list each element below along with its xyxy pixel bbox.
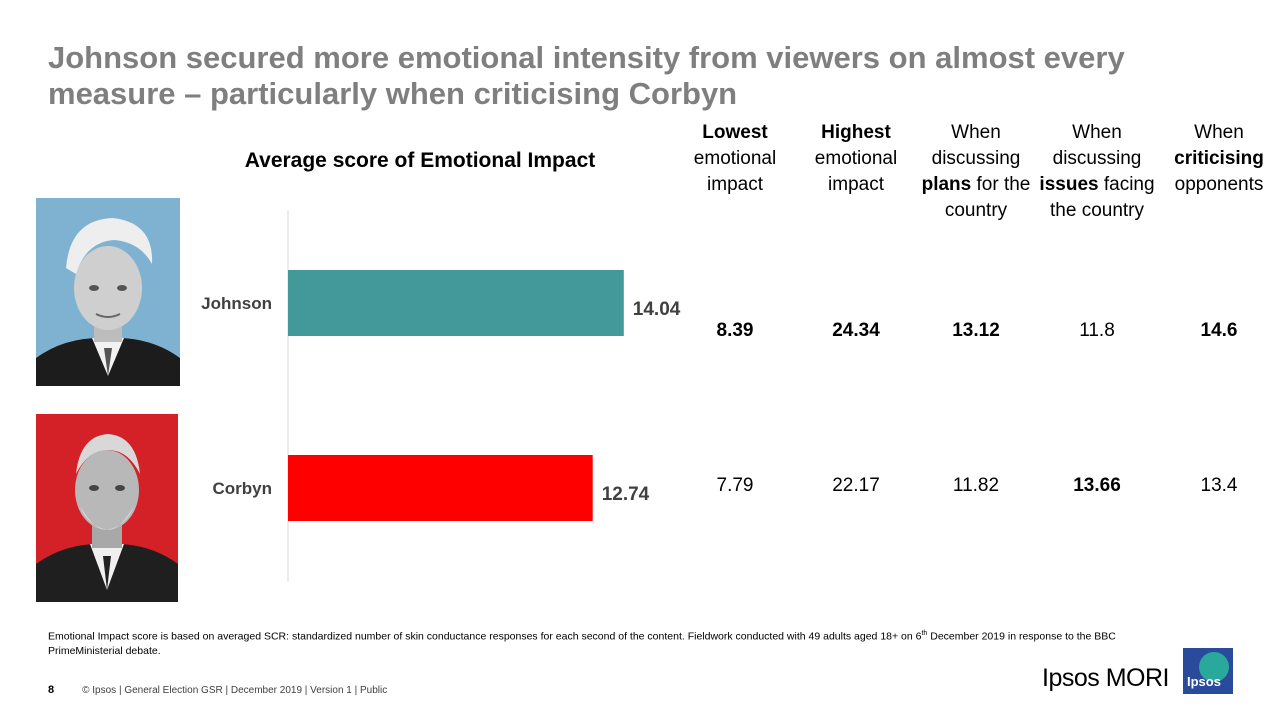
column-header-plans-post: for the country: [944, 174, 1031, 221]
footnote-text-1: Emotional Impact score is based on avera…: [48, 630, 922, 643]
column-header-criticising-bold: criticising: [1174, 148, 1264, 169]
column-header-issues: When discussing issues facing the countr…: [1039, 120, 1155, 224]
johnson-highest-value: 24.34: [832, 320, 880, 341]
column-header-plans-pre: When discussing: [931, 122, 1021, 169]
chart-title: Average score of Emotional Impact: [244, 149, 596, 172]
column-header-plans-bold: plans: [921, 174, 972, 195]
footnote-text-2: December 2019 in response to the BBC Pri…: [48, 630, 1116, 657]
column-header-issues-post: facing the country: [1050, 174, 1155, 221]
brand-name: Ipsos MORI: [1042, 664, 1169, 692]
footnote: Emotional Impact score is based on avera…: [48, 627, 1138, 658]
value-label-corbyn: 12.74: [602, 484, 650, 505]
ipsos-logo-icon: Ipsos: [1183, 648, 1233, 694]
column-header-criticising-post: opponents: [1174, 174, 1264, 195]
corbyn-issues-value: 13.66: [1073, 475, 1121, 496]
column-header-highest-bold: Highest: [821, 122, 891, 143]
johnson-lowest-value: 8.39: [716, 320, 754, 341]
corbyn-plans-value: 11.82: [952, 475, 1000, 496]
page-title: Johnson secured more emotional intensity…: [48, 40, 1125, 111]
page-number: 8: [48, 684, 55, 696]
column-header-criticising: When criticising opponents: [1161, 120, 1277, 198]
johnson-portrait: [36, 198, 180, 386]
logo-text: Ipsos: [1187, 674, 1221, 689]
column-header-highest: Highest emotional impact: [798, 120, 914, 198]
category-label-johnson: Johnson: [201, 294, 272, 313]
category-label-corbyn: Corbyn: [213, 479, 273, 498]
johnson-plans-value: 13.12: [952, 320, 1000, 341]
johnson-issues-value: 11.8: [1079, 320, 1115, 341]
footer-text: © Ipsos | General Election GSR | Decembe…: [82, 685, 388, 696]
value-label-johnson: 14.04: [633, 299, 681, 320]
column-header-lowest-post: emotional impact: [693, 148, 777, 195]
corbyn-lowest-value: 7.79: [716, 475, 754, 496]
corbyn-portrait: [36, 414, 178, 602]
bar-johnson: [288, 270, 624, 336]
column-header-plans: When discussing plans for the country: [918, 120, 1034, 224]
footnote-sup: th: [921, 630, 928, 637]
bar-chart: Johnson 14.04 Corbyn 12.74: [201, 210, 681, 582]
bar-corbyn: [288, 455, 593, 521]
column-header-highest-post: emotional impact: [814, 148, 898, 195]
column-header-lowest: Lowest emotional impact: [677, 120, 793, 198]
corbyn-criticising-value: 13.4: [1200, 475, 1238, 496]
column-header-criticising-pre: When: [1194, 122, 1244, 143]
footer: 8 © Ipsos | General Election GSR | Decemb…: [48, 684, 387, 696]
column-header-lowest-bold: Lowest: [702, 122, 768, 143]
corbyn-highest-value: 22.17: [832, 475, 880, 496]
column-header-issues-pre: When discussing: [1052, 122, 1142, 169]
column-header-issues-bold: issues: [1039, 174, 1099, 195]
johnson-criticising-value: 14.6: [1200, 320, 1238, 341]
